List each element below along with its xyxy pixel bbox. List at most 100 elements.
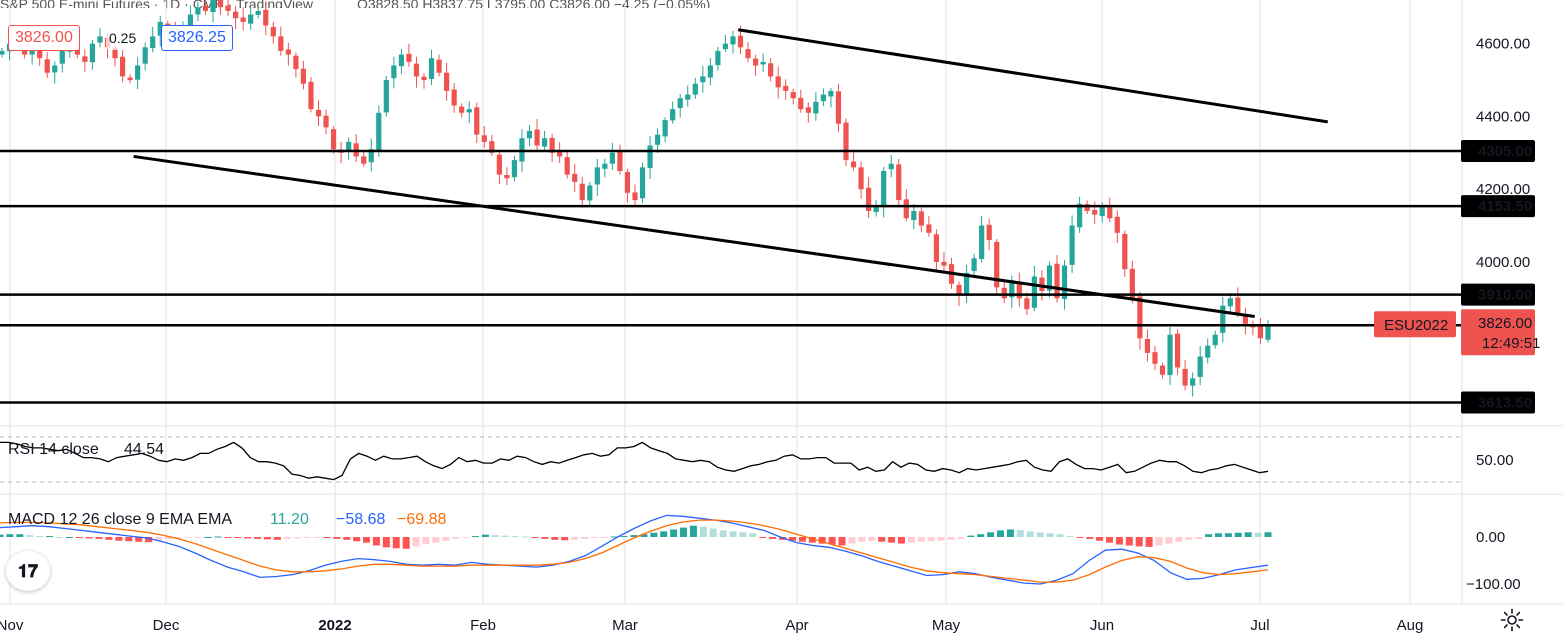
- price-axis-tick: 4600.00: [1476, 36, 1530, 53]
- macd-histogram-bar: [620, 536, 628, 538]
- macd-histogram-bar: [472, 536, 479, 538]
- candle-body: [459, 106, 465, 113]
- sell-price-button[interactable]: 3826.00: [8, 25, 80, 51]
- macd-histogram-bar: [75, 537, 83, 538]
- macd-histogram-bar: [739, 532, 747, 537]
- candle-body: [135, 65, 141, 80]
- macd-histogram-bar: [1125, 537, 1133, 546]
- macd-legend-label: MACD 12 26 close 9 EMA EMA: [8, 511, 232, 528]
- candle-body: [722, 43, 729, 50]
- candle-body: [624, 172, 631, 193]
- macd-histogram-bar: [1006, 529, 1014, 537]
- candle-body: [157, 21, 163, 36]
- candle-body: [956, 284, 962, 295]
- macd-histogram-bar: [1036, 532, 1044, 537]
- candle-body: [466, 109, 472, 113]
- candle-body: [715, 50, 721, 66]
- candle-body: [820, 94, 826, 102]
- macd-histogram-bar: [1026, 531, 1034, 537]
- macd-histogram-bar: [1195, 537, 1203, 539]
- candle-body: [127, 77, 133, 81]
- candle-body: [1009, 280, 1015, 298]
- symbol-tag-bg: [1374, 311, 1456, 338]
- macd-histogram-bar: [402, 537, 410, 549]
- candle-body: [436, 59, 442, 73]
- candle-body: [1046, 265, 1053, 291]
- candle-body: [933, 234, 940, 262]
- macd-histogram-bar: [462, 537, 470, 538]
- macd-legend-hist: 11.20: [270, 511, 309, 528]
- candle-body: [481, 135, 487, 142]
- macd-histogram-bar: [947, 537, 955, 540]
- candle-body: [572, 173, 578, 182]
- macd-histogram-bar: [224, 537, 232, 538]
- candle-body: [534, 129, 540, 146]
- macd-signal-line: [0, 519, 1269, 583]
- macd-histogram-bar: [888, 537, 896, 543]
- candle-body: [270, 26, 276, 37]
- candle-body: [1159, 365, 1166, 375]
- macd-histogram-bar: [670, 529, 678, 537]
- candle-body: [1197, 356, 1203, 377]
- candle-body: [843, 122, 849, 161]
- candle-body: [564, 157, 570, 175]
- macd-histogram-bar: [1155, 537, 1163, 546]
- macd-legend-signal: −69.88: [397, 511, 446, 528]
- gear-icon[interactable]: [1500, 608, 1524, 632]
- macd-histogram-bar: [1046, 533, 1054, 537]
- macd-histogram-bar: [997, 530, 1005, 537]
- macd-histogram-bar: [1224, 533, 1232, 537]
- price-level-label: 3613.50: [1478, 395, 1532, 412]
- macd-histogram-bar: [897, 537, 905, 544]
- macd-histogram-bar: [1096, 537, 1104, 541]
- tradingview-logo[interactable]: 𝟏𝟕: [6, 551, 50, 591]
- price-level-label-bg: [1461, 195, 1535, 218]
- macd-histogram-bar: [917, 537, 925, 542]
- macd-histogram-bar: [234, 537, 242, 538]
- candle-body: [911, 211, 917, 221]
- candle-body: [444, 72, 450, 91]
- macd-histogram-bar: [709, 528, 717, 537]
- macd-histogram-bar: [214, 536, 222, 538]
- macd-histogram-bar: [491, 535, 499, 537]
- candle-body: [647, 145, 653, 169]
- macd-histogram-bar: [204, 537, 212, 538]
- macd-histogram-bar: [115, 537, 123, 541]
- bar-countdown: 12:49:51: [1482, 335, 1540, 352]
- candle-body: [941, 261, 947, 266]
- macd-histogram-bar: [640, 534, 648, 537]
- macd-histogram-bar: [65, 537, 73, 538]
- rsi-legend-value: 44.54: [124, 441, 164, 458]
- macd-histogram-bar: [293, 537, 301, 539]
- buy-price-button[interactable]: 3826.25: [161, 25, 233, 51]
- candle-body: [594, 167, 600, 185]
- rsi-axis-tick: 50.00: [1476, 452, 1514, 469]
- candle-body: [1265, 325, 1271, 340]
- price-level-label-bg: [1461, 139, 1535, 162]
- macd-histogram-bar: [808, 537, 816, 543]
- candle-body: [828, 90, 834, 97]
- candle-body: [217, 0, 224, 8]
- macd-histogram-bar: [55, 537, 63, 538]
- candle-body: [300, 68, 307, 84]
- macd-histogram-bar: [313, 537, 321, 538]
- candle-body: [451, 89, 457, 106]
- candle-body: [752, 58, 759, 66]
- candle-body: [52, 65, 58, 73]
- macd-histogram-bar: [452, 537, 460, 539]
- candle-body: [1099, 207, 1105, 217]
- time-axis-label: Apr: [785, 617, 808, 634]
- candle-body: [0, 50, 5, 55]
- macd-histogram-bar: [1066, 536, 1074, 538]
- candle-body: [413, 63, 420, 77]
- candle-body: [979, 225, 985, 260]
- candle-body: [639, 167, 646, 199]
- candle-body: [1084, 204, 1090, 211]
- macd-histogram-bar: [689, 525, 697, 537]
- macd-histogram-bar: [580, 537, 588, 539]
- candle-body: [1182, 368, 1188, 386]
- macd-histogram-bar: [303, 537, 311, 538]
- macd-histogram-bar: [650, 532, 658, 537]
- candle-body: [805, 107, 811, 113]
